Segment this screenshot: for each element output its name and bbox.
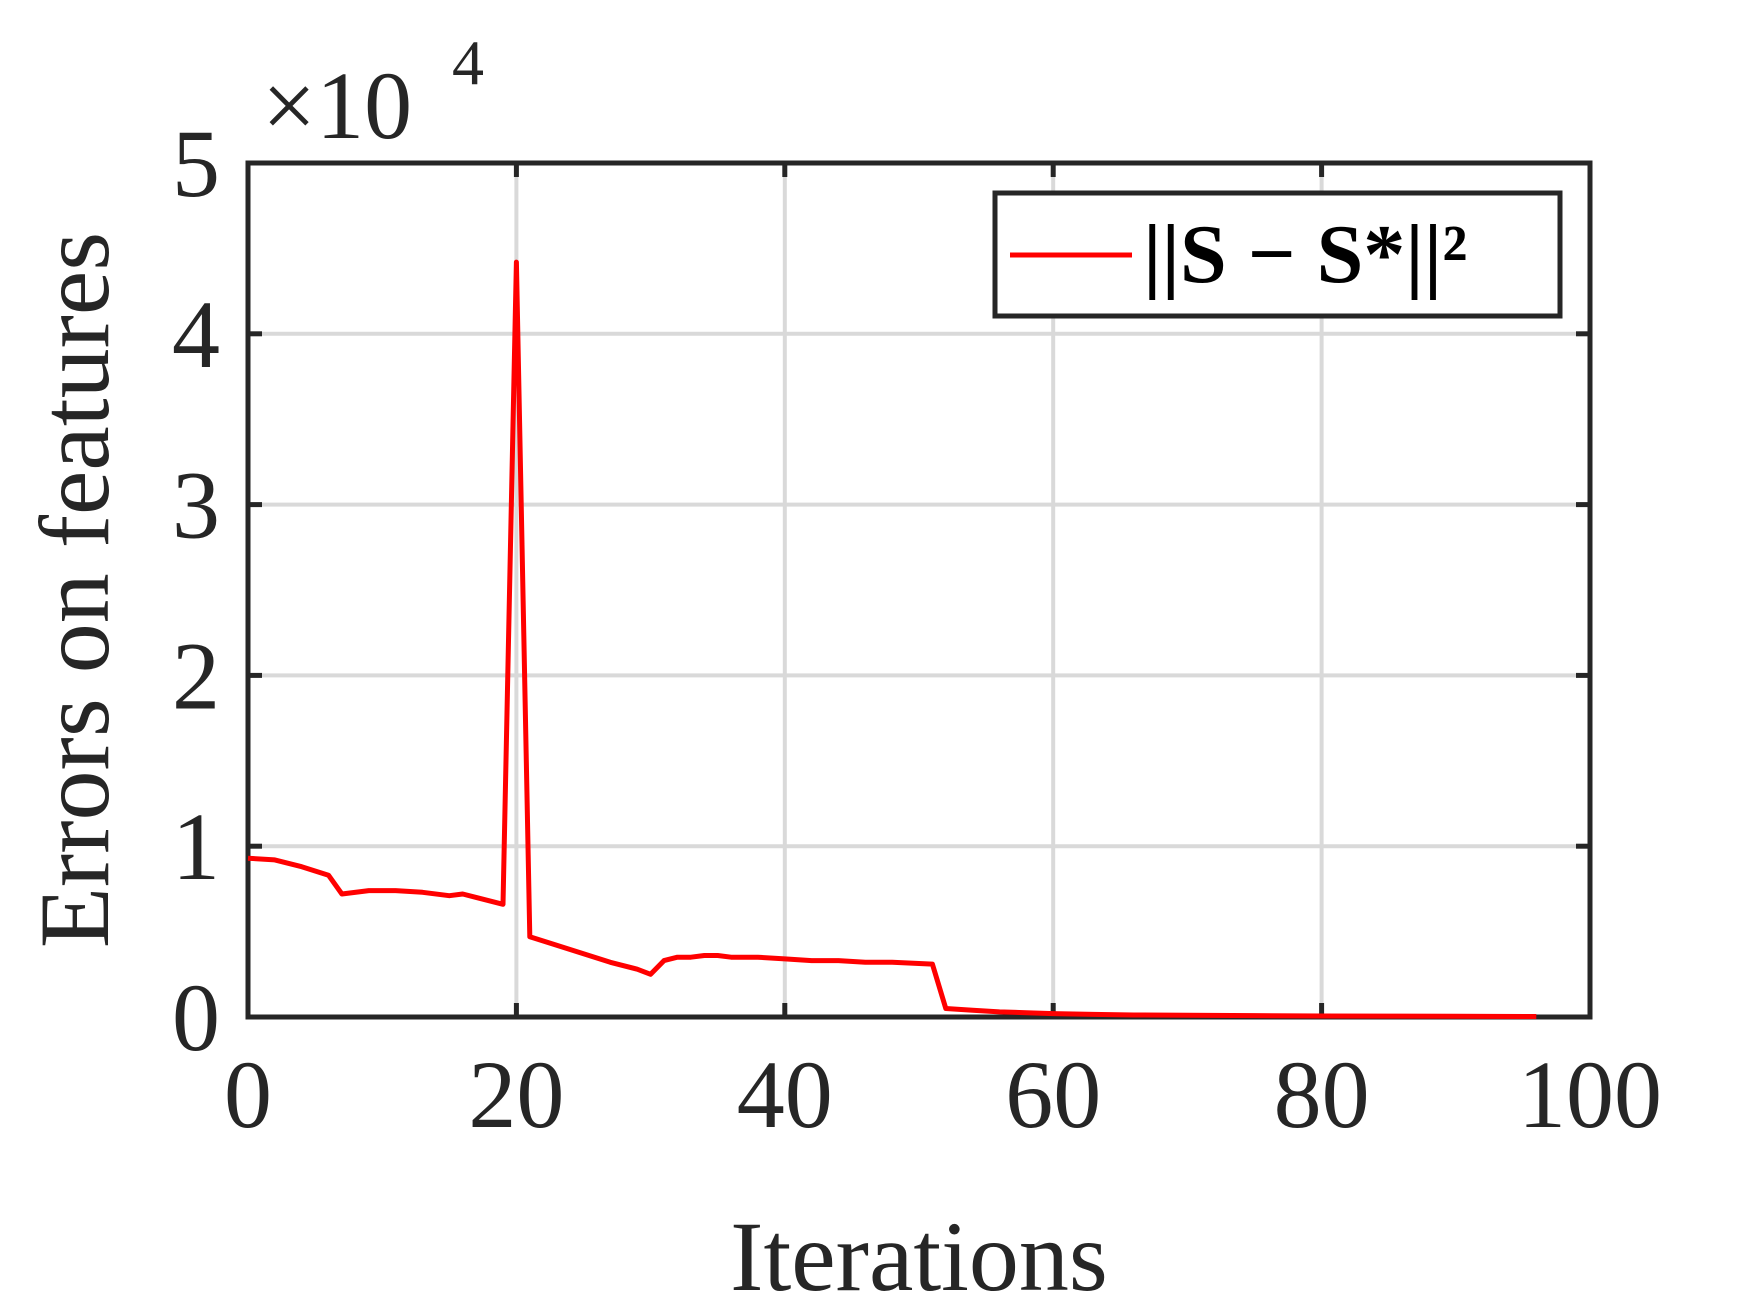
y-tick-label: 4 [172,281,220,388]
x-tick-labels: 0 20 40 60 80 100 [224,1041,1662,1148]
y-axis-title: Errors on features [19,232,130,948]
y-axis-exponent-label: ×10 4 [262,27,484,159]
x-tick-label: 60 [1005,1041,1101,1148]
x-tick-label: 80 [1274,1041,1370,1148]
y-exponent-power: 4 [452,27,484,98]
y-tick-label: 5 [172,110,220,217]
legend-entry-label: ||S − S*||² [1143,208,1467,301]
plot-area-frame [245,160,1593,1020]
x-tick-label: 0 [224,1041,272,1148]
x-tick-label: 40 [737,1041,833,1148]
y-tick-label: 3 [172,452,220,559]
x-axis-title: Iterations [730,1201,1108,1312]
y-tick-label: 0 [172,964,220,1071]
y-exponent-base: ×10 [262,52,412,159]
x-tick-label: 100 [1518,1041,1662,1148]
y-tick-label: 1 [172,793,220,900]
x-tick-label: 20 [468,1041,564,1148]
legend: ||S − S*||² [992,190,1563,319]
y-tick-labels: 0 1 2 3 4 5 [172,110,220,1071]
series-line [247,259,1537,1019]
y-tick-label: 2 [172,622,220,729]
